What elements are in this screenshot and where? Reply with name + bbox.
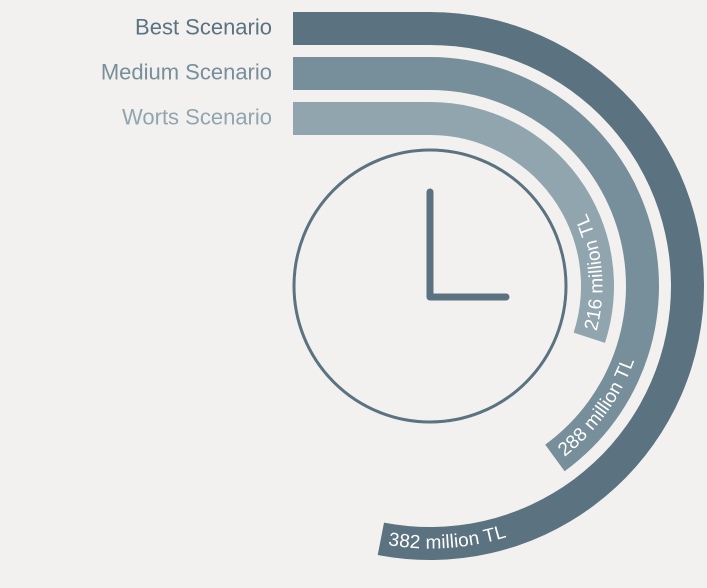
legend-label: Best Scenario: [135, 14, 272, 39]
legend-label: Medium Scenario: [101, 59, 272, 84]
legend-label: Worts Scenario: [122, 104, 272, 129]
clock-face: [292, 148, 568, 424]
clock-hands: [426, 188, 510, 301]
bar: [293, 102, 614, 343]
clock: [292, 148, 568, 424]
